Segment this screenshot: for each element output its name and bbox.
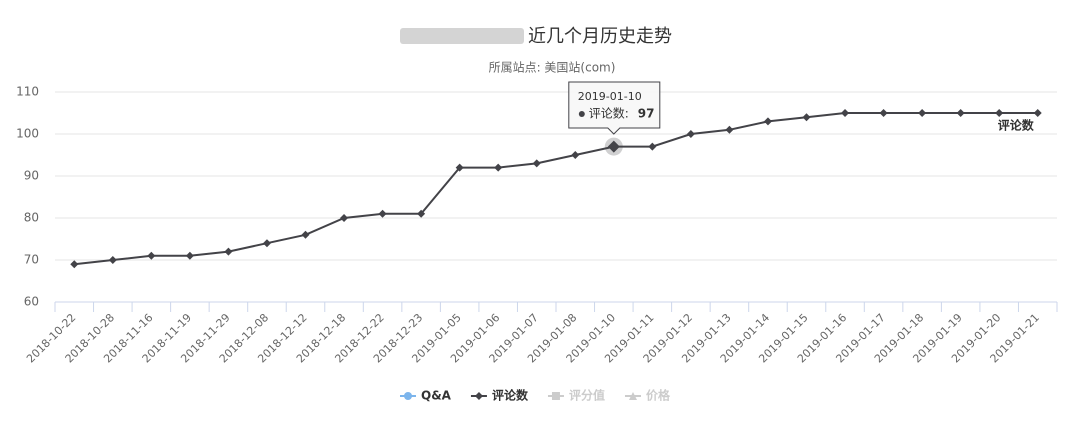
- point: [108, 256, 117, 264]
- tooltip-dot: [578, 111, 585, 117]
- legend-symbol: [404, 392, 412, 400]
- line: [74, 112, 1038, 266]
- tooltip-value: 97: [638, 107, 655, 121]
- point: [571, 151, 580, 159]
- tooltip-box: [568, 81, 661, 135]
- point: [648, 142, 657, 151]
- point: [224, 247, 233, 256]
- tooltip-label: 评论数:: [589, 106, 629, 121]
- legend-symbol: [474, 392, 483, 400]
- point: [879, 109, 888, 117]
- point: [340, 214, 349, 222]
- blurred-title: [400, 28, 524, 44]
- chart-title: 近几个月历史走势: [528, 26, 672, 47]
- legend-label[interactable]: 价格: [646, 388, 671, 403]
- legend-label[interactable]: 评论数: [492, 388, 529, 403]
- legend-symbol: [551, 392, 560, 400]
- point: [686, 130, 695, 138]
- point: [147, 251, 156, 260]
- y-tick-label: 100: [16, 127, 39, 141]
- point: [262, 239, 271, 248]
- y-tick-label: 110: [16, 85, 39, 99]
- tooltip-date: 2019-01-10: [578, 90, 642, 103]
- point: [494, 163, 503, 172]
- y-tick-label: 80: [24, 211, 39, 225]
- point: [70, 260, 79, 269]
- point: [841, 109, 850, 117]
- point: [802, 113, 811, 122]
- legend-symbol: [628, 392, 637, 400]
- chart-subtitle: 所属站点: 美国站(com): [489, 61, 616, 75]
- hover-point: [607, 140, 620, 153]
- y-tick-label: 90: [24, 169, 39, 183]
- y-tick-label: 60: [24, 295, 39, 309]
- tooltip: 2019-01-10 评论数: 97: [568, 81, 661, 135]
- point: [455, 163, 464, 172]
- point: [417, 209, 426, 218]
- series-label: 评论数: [998, 118, 1035, 133]
- point: [995, 109, 1004, 117]
- point: [1033, 109, 1042, 117]
- point: [956, 109, 965, 117]
- y-tick-label: 70: [24, 253, 39, 267]
- point: [918, 109, 927, 117]
- point: [763, 117, 772, 126]
- point: [725, 125, 734, 134]
- point: [378, 209, 387, 218]
- legend-label[interactable]: 评分值: [569, 388, 605, 403]
- point: [301, 230, 310, 239]
- point: [532, 159, 541, 168]
- legend-label[interactable]: Q&A: [421, 389, 452, 403]
- point: [185, 251, 194, 260]
